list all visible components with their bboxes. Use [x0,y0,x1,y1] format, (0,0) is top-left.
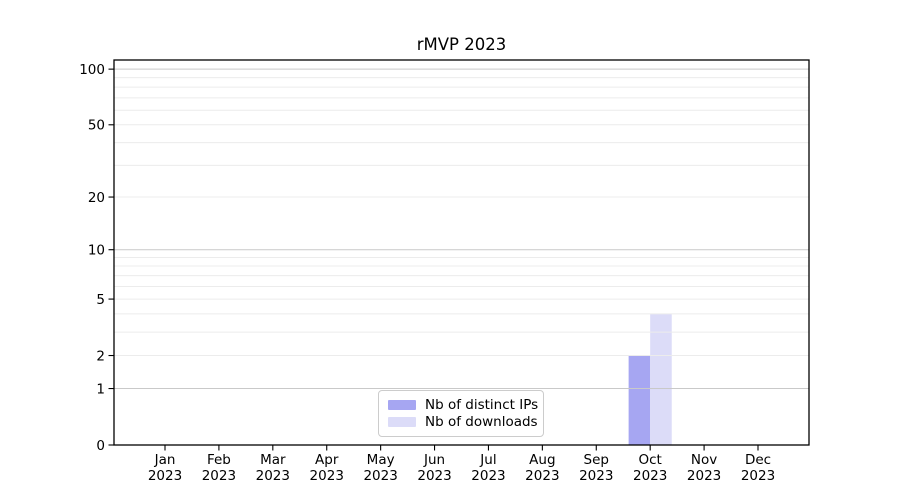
x-tick-label-month-apr: Apr [315,452,339,468]
x-tick-label-year-jul: 2023 [471,468,505,484]
x-tick-label-month-oct: Oct [639,452,662,468]
y-tick-label-100: 100 [79,62,105,78]
bar-oct-series1 [650,313,672,445]
legend-label-distinct-ips: Nb of distinct IPs [425,396,539,413]
legend-swatch-distinct-ips [388,399,416,410]
x-tick-label-year-apr: 2023 [310,468,344,484]
x-tick-label-month-may: May [367,452,395,468]
y-tick-label-50: 50 [88,118,105,134]
legend-label-downloads: Nb of downloads [425,414,538,431]
x-tick-label-year-mar: 2023 [256,468,290,484]
y-tick-label-5: 5 [96,292,105,308]
x-tick-label-year-oct: 2023 [633,468,667,484]
x-tick-label-month-nov: Nov [691,452,717,468]
x-tick-label-year-jan: 2023 [148,468,182,484]
legend-item-downloads: Nb of downloads [388,414,538,431]
x-tick-label-month-jan: Jan [154,452,176,468]
x-tick-label-year-may: 2023 [363,468,397,484]
legend-item-distinct-ips: Nb of distinct IPs [388,396,538,413]
axes-frame [113,59,810,446]
x-tick-label-month-dec: Dec [745,452,771,468]
x-tick-label-year-sep: 2023 [579,468,613,484]
y-tick-label-20: 20 [88,190,105,206]
x-tick-label-month-jun: Jun [423,452,445,468]
bar-oct-series0 [628,355,651,445]
x-tick-label-year-dec: 2023 [741,468,775,484]
x-tick-label-year-jun: 2023 [417,468,451,484]
y-tick-label-0: 0 [96,438,105,454]
x-tick-label-month-aug: Aug [529,452,555,468]
y-tick-label-1: 1 [96,381,105,397]
x-tick-label-month-mar: Mar [260,452,286,468]
x-tick-label-month-feb: Feb [207,452,231,468]
x-tick-label-month-jul: Jul [479,452,496,468]
chart-title: rMVP 2023 [416,35,507,54]
legend: Nb of distinct IPs Nb of downloads [378,390,544,437]
x-tick-label-month-sep: Sep [584,452,609,468]
x-tick-label-year-feb: 2023 [202,468,236,484]
x-tick-label-year-aug: 2023 [525,468,559,484]
y-tick-label-10: 10 [88,243,105,259]
x-tick-label-year-nov: 2023 [687,468,721,484]
legend-swatch-downloads [388,417,416,428]
y-tick-label-2: 2 [96,348,105,364]
